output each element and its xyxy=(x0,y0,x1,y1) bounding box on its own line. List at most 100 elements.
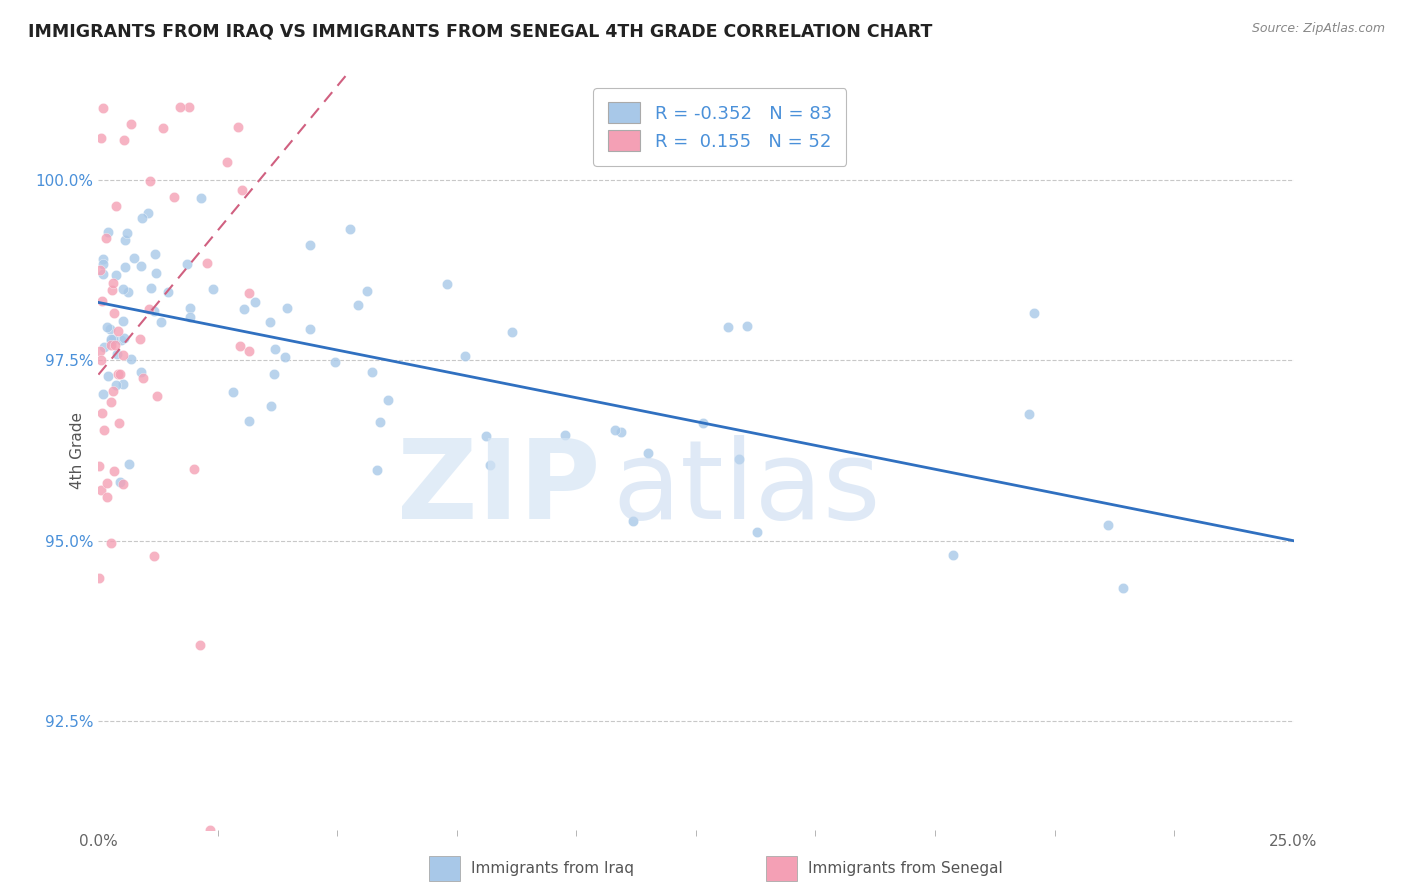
Point xyxy=(1024,305,1046,319)
Point xyxy=(152,121,174,136)
Point xyxy=(298,322,321,336)
Point xyxy=(276,301,298,316)
Point xyxy=(188,638,211,652)
Point xyxy=(238,285,260,300)
Point xyxy=(215,154,238,169)
Point xyxy=(474,429,496,443)
Point xyxy=(145,266,167,280)
Point xyxy=(91,257,114,271)
Point xyxy=(100,332,122,346)
Point xyxy=(89,458,111,473)
Point xyxy=(111,477,134,491)
Point xyxy=(142,549,165,563)
Point xyxy=(717,320,740,334)
Point xyxy=(356,285,378,299)
Legend: R = -0.352   N = 83, R =  0.155   N = 52: R = -0.352 N = 83, R = 0.155 N = 52 xyxy=(593,88,846,166)
Point xyxy=(101,276,124,290)
Point xyxy=(91,267,114,281)
Point xyxy=(183,462,205,476)
Point xyxy=(100,337,122,351)
Point xyxy=(91,252,114,267)
Point xyxy=(198,822,221,837)
Point xyxy=(112,331,135,345)
Point xyxy=(1097,517,1119,532)
Point xyxy=(91,406,114,420)
Point xyxy=(136,205,159,219)
Point xyxy=(231,183,253,197)
Point xyxy=(156,285,179,299)
Point xyxy=(610,425,633,440)
Point xyxy=(117,285,139,299)
Point xyxy=(229,339,252,353)
Point xyxy=(179,310,201,324)
Point xyxy=(339,221,361,235)
Point xyxy=(100,283,122,297)
Point xyxy=(100,334,122,348)
Point xyxy=(436,277,458,291)
Text: ZIP: ZIP xyxy=(396,435,600,541)
Text: atlas: atlas xyxy=(613,435,880,541)
Point xyxy=(176,257,198,271)
Point xyxy=(637,446,659,460)
Point xyxy=(222,384,245,399)
Text: IMMIGRANTS FROM IRAQ VS IMMIGRANTS FROM SENEGAL 4TH GRADE CORRELATION CHART: IMMIGRANTS FROM IRAQ VS IMMIGRANTS FROM … xyxy=(28,22,932,40)
Point xyxy=(104,338,127,352)
Point xyxy=(146,389,169,403)
Point xyxy=(101,332,124,346)
Y-axis label: 4th Grade: 4th Grade xyxy=(69,412,84,489)
Point xyxy=(100,395,122,409)
Point xyxy=(238,343,260,358)
Point xyxy=(97,369,120,384)
Point xyxy=(728,451,751,466)
Point xyxy=(299,238,322,252)
Text: Source: ZipAtlas.com: Source: ZipAtlas.com xyxy=(1251,22,1385,36)
Point xyxy=(89,263,111,277)
Point xyxy=(603,423,626,437)
Point xyxy=(111,376,134,391)
Point xyxy=(264,343,287,357)
Point xyxy=(112,133,135,147)
Point xyxy=(91,101,114,115)
Point xyxy=(141,281,163,295)
Point xyxy=(105,199,128,213)
Point xyxy=(112,283,135,297)
Point xyxy=(501,325,523,339)
Point xyxy=(132,371,155,385)
Point xyxy=(89,343,111,358)
Point xyxy=(114,260,136,274)
Point xyxy=(745,524,768,539)
Text: Immigrants from Senegal: Immigrants from Senegal xyxy=(808,862,1004,876)
Point xyxy=(96,319,118,334)
Point xyxy=(100,322,122,336)
Point xyxy=(323,355,346,369)
Point xyxy=(100,535,122,549)
Point xyxy=(103,306,125,320)
Point xyxy=(260,399,283,413)
Point xyxy=(96,476,118,491)
Point xyxy=(454,349,477,363)
Point xyxy=(361,365,384,379)
Point xyxy=(233,301,256,316)
Point xyxy=(163,190,186,204)
Point xyxy=(111,314,134,328)
Point xyxy=(110,475,132,489)
Point xyxy=(129,332,152,346)
Point xyxy=(179,301,201,315)
Point xyxy=(177,100,200,114)
Text: Immigrants from Iraq: Immigrants from Iraq xyxy=(471,862,634,876)
Point xyxy=(103,464,125,478)
Point xyxy=(120,352,142,367)
Point xyxy=(105,378,128,392)
Point xyxy=(110,333,132,347)
Point xyxy=(259,316,281,330)
Point xyxy=(104,268,127,282)
Point xyxy=(110,368,132,382)
Point xyxy=(97,225,120,239)
Point xyxy=(96,230,118,244)
Point xyxy=(131,211,153,225)
Point xyxy=(93,423,115,437)
Point xyxy=(107,367,129,381)
Point xyxy=(554,428,576,442)
Point xyxy=(263,367,285,381)
Point xyxy=(101,384,124,399)
